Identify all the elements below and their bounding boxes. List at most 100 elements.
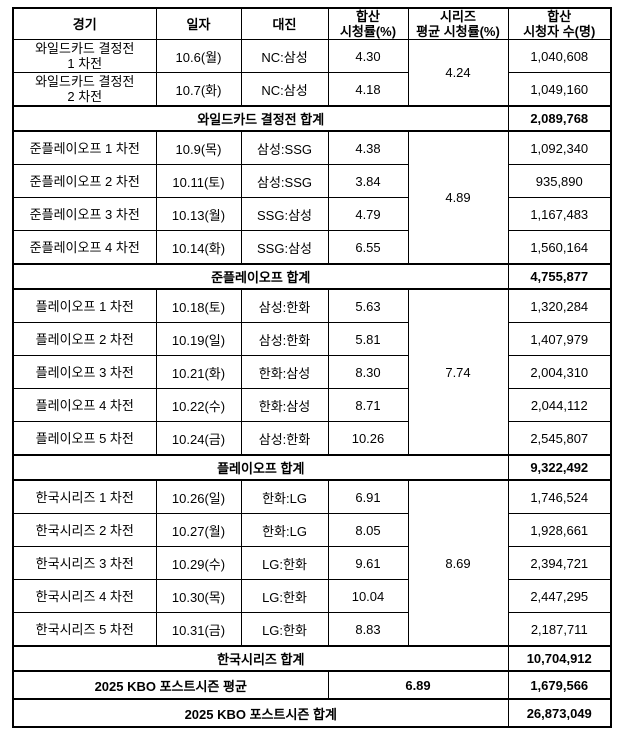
matchup-cell: 삼성:SSG (240, 164, 329, 198)
section-total-viewers: 4,755,877 (507, 263, 612, 290)
game-cell: 준플레이오프 1 차전 (12, 130, 157, 165)
viewers-cell: 2,044,112 (507, 388, 612, 422)
viewers-cell: 1,407,979 (507, 322, 612, 356)
rating-cell: 5.81 (327, 322, 409, 356)
header-series-avg-rating: 시리즈 평균 시청률(%) (407, 7, 509, 40)
matchup-cell: 한화:LG (240, 479, 329, 514)
rating-cell: 10.26 (327, 421, 409, 456)
date-cell: 10.7(화) (155, 72, 242, 107)
viewers-cell: 1,167,483 (507, 197, 612, 231)
game-cell: 한국시리즈 1 차전 (12, 479, 157, 514)
game-cell: 플레이오프 3 차전 (12, 355, 157, 389)
game-cell: 한국시리즈 4 차전 (12, 579, 157, 613)
date-cell: 10.30(목) (155, 579, 242, 613)
date-cell: 10.21(화) (155, 355, 242, 389)
rating-cell: 6.91 (327, 479, 409, 514)
matchup-cell: NC:삼성 (240, 39, 329, 73)
table-row: 한국시리즈 5 차전 10.31(금) LG:한화 8.83 2,187,711 (12, 612, 612, 647)
date-cell: 10.22(수) (155, 388, 242, 422)
header-game: 경기 (12, 7, 157, 40)
viewers-cell: 1,746,524 (507, 479, 612, 514)
date-cell: 10.19(일) (155, 322, 242, 356)
game-cell: 플레이오프 2 차전 (12, 322, 157, 356)
matchup-cell: 삼성:한화 (240, 421, 329, 456)
postseason-average-viewers: 1,679,566 (507, 670, 612, 700)
kbo-postseason-ratings-table: 경기 일자 대진 합산 시청률(%) 시리즈 평균 시청률(%) 합산 시청자 … (12, 7, 612, 728)
viewers-cell: 1,040,608 (507, 39, 612, 73)
rating-cell: 4.79 (327, 197, 409, 231)
viewers-cell: 2,545,807 (507, 421, 612, 456)
matchup-cell: 한화:삼성 (240, 388, 329, 422)
table-row: 한국시리즈 1 차전 10.26(일) 한화:LG 6.91 8.69 1,74… (12, 479, 612, 647)
series-avg-cell: 4.24 (407, 39, 509, 107)
viewers-cell: 2,394,721 (507, 546, 612, 580)
header-combined-viewers: 합산 시청자 수(명) (507, 7, 612, 40)
section-total-label: 준플레이오프 합계 (12, 263, 509, 290)
viewers-cell: 1,928,661 (507, 513, 612, 547)
date-cell: 10.6(월) (155, 39, 242, 73)
rating-cell: 8.71 (327, 388, 409, 422)
date-cell: 10.24(금) (155, 421, 242, 456)
rating-cell: 8.05 (327, 513, 409, 547)
table-row: 준플레이오프 1 차전 10.9(목) 삼성:SSG 4.38 4.89 1,0… (12, 130, 612, 265)
matchup-cell: NC:삼성 (240, 72, 329, 107)
table-row: 플레이오프 4 차전 10.22(수) 한화:삼성 8.71 2,044,112 (12, 388, 612, 422)
matchup-cell: SSG:삼성 (240, 197, 329, 231)
section-total-label: 플레이오프 합계 (12, 454, 509, 481)
table-row: 한국시리즈 4 차전 10.30(목) LG:한화 10.04 2,447,29… (12, 579, 612, 613)
date-cell: 10.14(화) (155, 230, 242, 265)
game-cell: 한국시리즈 5 차전 (12, 612, 157, 647)
header-row: 경기 일자 대진 합산 시청률(%) 시리즈 평균 시청률(%) 합산 시청자 … (12, 7, 612, 40)
matchup-cell: LG:한화 (240, 579, 329, 613)
section-total-viewers: 10,704,912 (507, 645, 612, 672)
matchup-cell: 삼성:한화 (240, 322, 329, 356)
table-row: 준플레이오프 3 차전 10.13(월) SSG:삼성 4.79 1,167,4… (12, 197, 612, 231)
rating-cell: 8.30 (327, 355, 409, 389)
postseason-average-label: 2025 KBO 포스트시즌 평균 (12, 670, 329, 700)
rating-cell: 4.30 (327, 39, 409, 73)
matchup-cell: SSG:삼성 (240, 230, 329, 265)
section-total-viewers: 2,089,768 (507, 105, 612, 132)
viewers-cell: 1,049,160 (507, 72, 612, 107)
table-row: 플레이오프 1 차전 10.18(토) 삼성:한화 5.63 7.74 1,32… (12, 288, 612, 456)
table-row: 와일드카드 결정전 1 차전 10.6(월) NC:삼성 4.30 4.24 1… (12, 39, 612, 107)
header-matchup: 대진 (240, 7, 329, 40)
postseason-total-viewers: 26,873,049 (507, 698, 612, 728)
header-combined-rating: 합산 시청률(%) (327, 7, 409, 40)
game-cell: 한국시리즈 3 차전 (12, 546, 157, 580)
matchup-cell: 한화:LG (240, 513, 329, 547)
game-cell: 플레이오프 1 차전 (12, 288, 157, 323)
table-row: 플레이오프 2 차전 10.19(일) 삼성:한화 5.81 1,407,979 (12, 322, 612, 356)
table-row: 한국시리즈 3 차전 10.29(수) LG:한화 9.61 2,394,721 (12, 546, 612, 580)
section-total-label: 한국시리즈 합계 (12, 645, 509, 672)
game-cell: 준플레이오프 2 차전 (12, 164, 157, 198)
viewers-cell: 1,560,164 (507, 230, 612, 265)
game-cell: 와일드카드 결정전 1 차전 (12, 39, 157, 73)
date-cell: 10.31(금) (155, 612, 242, 647)
table-row: 한국시리즈 2 차전 10.27(월) 한화:LG 8.05 1,928,661 (12, 513, 612, 547)
postseason-average-rating: 6.89 (327, 670, 509, 700)
matchup-cell: 삼성:한화 (240, 288, 329, 323)
game-cell: 준플레이오프 3 차전 (12, 197, 157, 231)
section-total-row: 준플레이오프 합계 4,755,877 (12, 263, 612, 290)
postseason-average-row: 2025 KBO 포스트시즌 평균 6.89 1,679,566 (12, 670, 612, 700)
viewers-cell: 1,320,284 (507, 288, 612, 323)
viewers-cell: 2,187,711 (507, 612, 612, 647)
game-cell: 와일드카드 결정전 2 차전 (12, 72, 157, 107)
matchup-cell: LG:한화 (240, 612, 329, 647)
rating-cell: 8.83 (327, 612, 409, 647)
game-cell: 플레이오프 4 차전 (12, 388, 157, 422)
viewers-cell: 2,447,295 (507, 579, 612, 613)
header-date: 일자 (155, 7, 242, 40)
rating-cell: 9.61 (327, 546, 409, 580)
rating-cell: 6.55 (327, 230, 409, 265)
matchup-cell: LG:한화 (240, 546, 329, 580)
postseason-total-row: 2025 KBO 포스트시즌 합계 26,873,049 (12, 698, 612, 728)
section-total-row: 플레이오프 합계 9,322,492 (12, 454, 612, 481)
table-row: 와일드카드 결정전 2 차전 10.7(화) NC:삼성 4.18 1,049,… (12, 72, 612, 107)
game-cell: 준플레이오프 4 차전 (12, 230, 157, 265)
section-total-label: 와일드카드 결정전 합계 (12, 105, 509, 132)
viewers-cell: 935,890 (507, 164, 612, 198)
viewers-cell: 2,004,310 (507, 355, 612, 389)
table-row: 준플레이오프 2 차전 10.11(토) 삼성:SSG 3.84 935,890 (12, 164, 612, 198)
